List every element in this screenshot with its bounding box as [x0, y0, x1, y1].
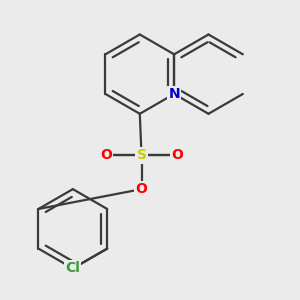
Text: O: O [100, 148, 112, 162]
Text: O: O [136, 182, 148, 196]
Text: Cl: Cl [65, 261, 80, 275]
Text: N: N [168, 87, 180, 101]
Text: O: O [171, 148, 183, 162]
Text: S: S [136, 148, 146, 162]
